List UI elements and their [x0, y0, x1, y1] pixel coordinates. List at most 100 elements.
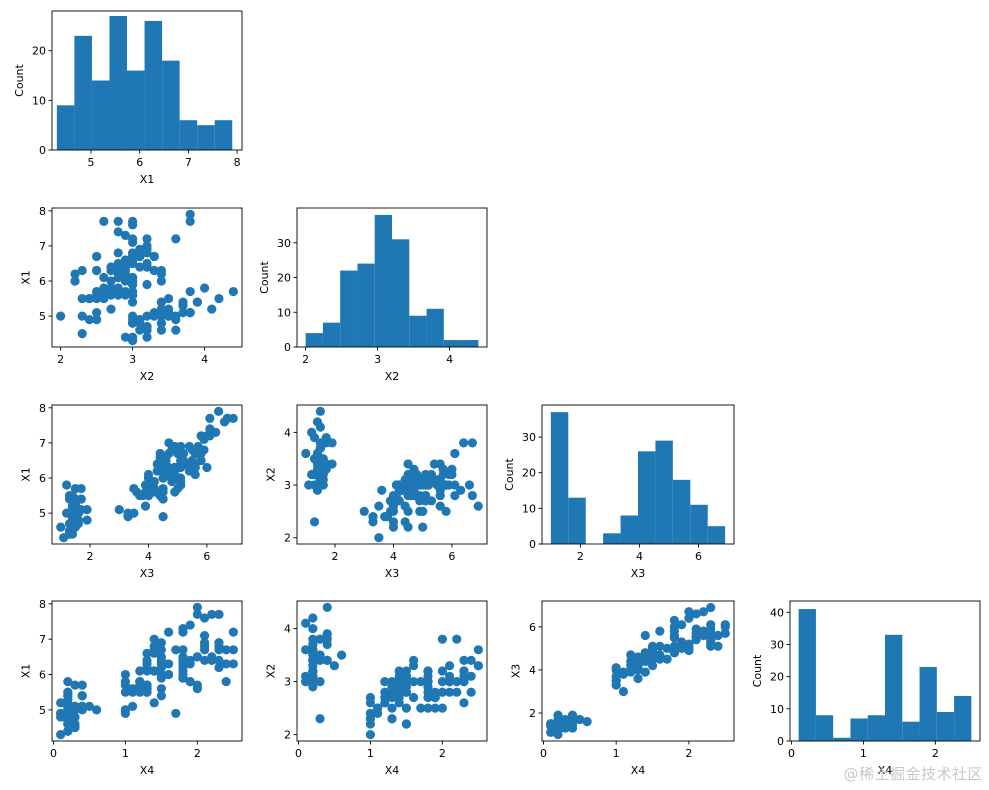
- x-tick-label: 4: [636, 550, 643, 563]
- x-tick-label: 6: [448, 550, 455, 563]
- scatter-point: [403, 459, 413, 469]
- scatter-point: [684, 607, 694, 617]
- scatter-point: [149, 311, 159, 321]
- scatter-point: [178, 455, 189, 466]
- scatter-point: [156, 325, 166, 335]
- hist-x1-panel: 5 6 7 8 0 10 20 X1 Count: [13, 10, 243, 186]
- x-tick-label: 7: [185, 156, 192, 169]
- y-tick-label: 0: [529, 538, 536, 551]
- axes-frame: [51, 207, 243, 348]
- scatter-point: [185, 216, 195, 226]
- scatter-point: [380, 698, 390, 708]
- scatter-point: [647, 650, 658, 660]
- y-tick-label: 2: [284, 532, 291, 545]
- scatter-point: [713, 630, 723, 641]
- scatter-point: [70, 680, 80, 690]
- scatter-point: [149, 265, 159, 276]
- scatter-point: [691, 609, 701, 619]
- scatter-point: [128, 258, 138, 269]
- scatter-point: [459, 438, 469, 448]
- scatter-point: [149, 648, 159, 658]
- scatter-point: [308, 661, 318, 671]
- scatter-point: [178, 448, 189, 459]
- x-tick-label: 2: [439, 747, 446, 760]
- axes-frame: [51, 600, 243, 742]
- y-tick-label: 3: [284, 479, 291, 492]
- scatter-point: [62, 480, 72, 490]
- histogram-bar: [109, 15, 128, 150]
- scatter-point: [423, 677, 433, 687]
- x-tick-label: 1: [122, 747, 129, 760]
- scatter-point: [416, 677, 426, 687]
- scatter-point: [92, 315, 102, 325]
- scatter-point: [567, 719, 578, 729]
- scatter-point: [466, 671, 476, 681]
- scatter-point: [156, 645, 166, 655]
- y-tick-label: 0: [39, 144, 46, 157]
- y-tick-label: 2: [284, 729, 291, 742]
- histogram-bar: [127, 70, 145, 150]
- scatter-point: [92, 265, 102, 276]
- x-axis-label: X4: [140, 764, 155, 777]
- scatter-point: [464, 480, 475, 490]
- scatter-point: [77, 265, 87, 276]
- scatter-point: [418, 522, 428, 532]
- histogram-bar: [197, 125, 215, 150]
- histogram-bar: [305, 333, 323, 347]
- scatter-point: [553, 721, 563, 731]
- histogram-bar: [392, 239, 410, 347]
- watermark-text: @稀土掘金技术社区: [843, 765, 983, 783]
- scatter-point: [178, 645, 188, 655]
- scatter-point: [401, 719, 411, 729]
- x-tick-label: 6: [695, 550, 702, 563]
- scatter-point: [214, 645, 224, 655]
- scatter-point: [82, 505, 92, 515]
- scatter-point: [633, 673, 643, 684]
- scatter-point: [135, 490, 145, 501]
- scatter-point: [185, 286, 195, 297]
- scatter-point: [400, 517, 410, 527]
- scatter-point: [327, 438, 337, 448]
- scatter-point: [99, 272, 109, 283]
- scatter-point: [70, 269, 80, 279]
- scatter-point: [698, 630, 709, 641]
- y-tick-label: 10: [32, 94, 46, 107]
- scatter-point: [309, 433, 320, 443]
- x-tick-label: 4: [390, 550, 397, 563]
- scatter-point: [450, 480, 460, 490]
- scatter-point: [437, 666, 447, 676]
- y-tick-label: 3: [284, 676, 291, 689]
- y-tick-label: 5: [39, 507, 46, 520]
- scatter-point: [301, 448, 311, 459]
- scatter-point: [452, 677, 462, 687]
- scatter-point: [156, 684, 166, 694]
- scatter-point: [70, 722, 80, 733]
- scatter-point: [149, 251, 159, 262]
- scatter-point: [56, 708, 66, 719]
- scatter-point: [466, 687, 476, 697]
- x-axis-label: X4: [878, 764, 893, 777]
- scatter-point: [149, 634, 159, 644]
- scatter-point: [394, 698, 404, 708]
- scatter-point: [418, 506, 428, 516]
- scatter-point: [156, 669, 166, 680]
- scatter-point: [373, 703, 383, 713]
- scatter-point: [77, 691, 87, 701]
- y-axis-label: X2: [264, 664, 277, 679]
- scatter-point: [315, 650, 325, 660]
- scatter-point: [473, 661, 483, 671]
- y-tick-label: 6: [529, 621, 536, 634]
- scatter-point: [423, 687, 433, 697]
- x-tick-label: 3: [374, 353, 381, 366]
- histogram-bar: [374, 214, 392, 347]
- scatter-x2-x1-marks: [56, 209, 238, 346]
- y-axis-label: X1: [19, 270, 32, 285]
- histogram-bar: [620, 515, 638, 544]
- histogram-bar: [162, 60, 180, 150]
- x-tick-label: 2: [932, 747, 939, 760]
- scatter-point: [575, 714, 585, 725]
- scatter-point: [368, 517, 378, 527]
- histogram-bar: [550, 412, 569, 544]
- scatter-point: [156, 638, 166, 648]
- y-tick-label: 4: [284, 623, 291, 636]
